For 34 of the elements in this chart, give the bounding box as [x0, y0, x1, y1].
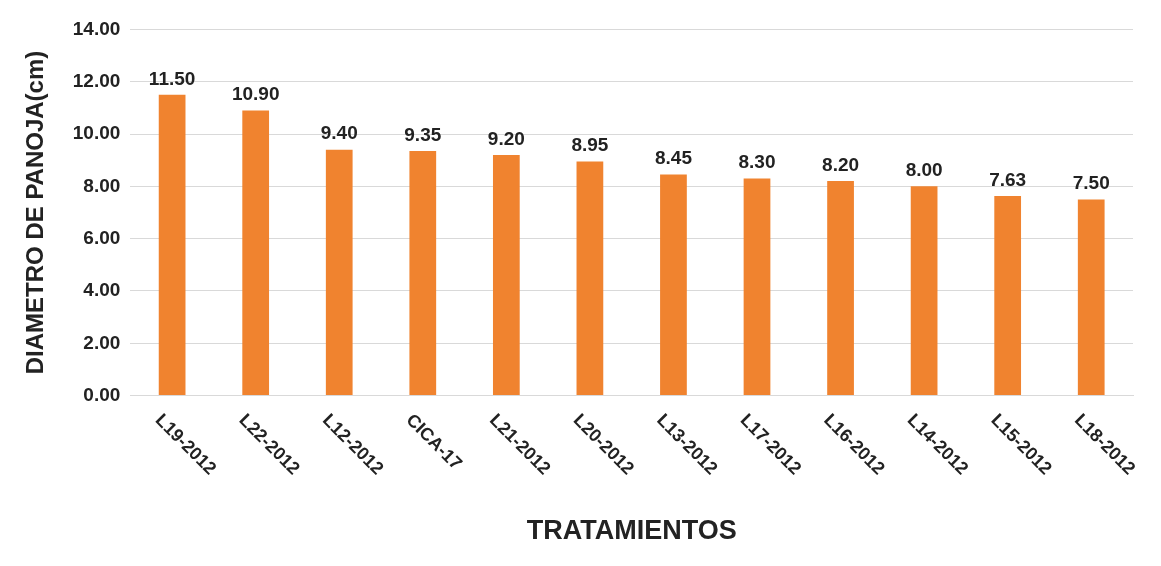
bar	[409, 151, 437, 396]
x-axis-title: TRATAMIENTOS	[526, 515, 737, 546]
y-axis-title: DIAMETRO DE PANOJA(cm)	[21, 50, 49, 375]
data-label: 7.50	[1072, 172, 1110, 194]
bar	[827, 181, 854, 396]
bar	[1077, 199, 1105, 396]
bar	[660, 174, 687, 396]
y-tick-label: 6.00	[83, 226, 121, 248]
bar	[242, 110, 270, 396]
bar	[994, 196, 1022, 396]
data-label: 8.20	[822, 153, 860, 175]
data-label: 10.90	[231, 83, 280, 105]
bar	[325, 149, 353, 396]
data-label: 8.95	[571, 134, 609, 156]
bar	[743, 178, 771, 396]
y-tick-label: 4.00	[83, 279, 121, 301]
y-tick-label: 10.00	[72, 122, 121, 144]
y-tick-label: 0.00	[83, 383, 121, 405]
data-label: 9.40	[320, 122, 358, 144]
data-label: 11.50	[148, 67, 196, 89]
data-label: 9.35	[404, 123, 442, 145]
y-tick-label: 12.00	[72, 69, 121, 91]
data-label: 8.30	[738, 151, 776, 173]
y-tick-label: 8.00	[83, 174, 121, 196]
data-label: 9.20	[487, 127, 525, 149]
y-tick-label: 14.00	[72, 17, 121, 39]
data-label: 7.63	[989, 168, 1027, 190]
bar	[910, 186, 938, 396]
bar	[492, 154, 520, 396]
bar	[576, 161, 604, 396]
data-label: 8.00	[905, 159, 943, 181]
bar	[158, 94, 186, 396]
y-tick-label: 2.00	[83, 331, 121, 353]
data-label: 8.45	[654, 147, 693, 169]
